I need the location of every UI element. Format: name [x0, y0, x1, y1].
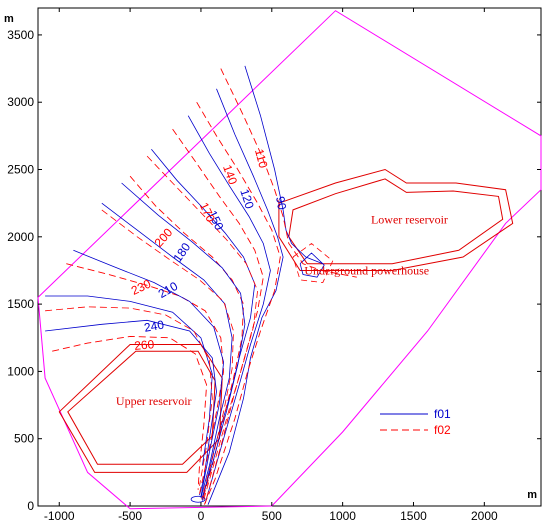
contour-f02-110: [220, 68, 357, 278]
x-tick-label: 2000: [471, 509, 498, 523]
contour-f02-140: [196, 101, 281, 507]
contour-label-110: 110: [252, 147, 271, 169]
contour-label-260: 260: [134, 337, 155, 353]
y-tick-label: 2500: [7, 163, 34, 177]
contour-f02-260: [52, 335, 208, 490]
legend-label-f01: f01: [434, 407, 451, 421]
boundary-line: [37, 10, 542, 510]
axis-ticks: -1000 -500 0 500 1000 1500 2000 0 500 1000 1500 200…: [4, 8, 541, 523]
contour-f02: [101, 209, 234, 500]
y-unit-label: m: [4, 13, 14, 25]
y-tick-label: 500: [14, 432, 34, 446]
y-tick-label: 1000: [7, 364, 34, 378]
contour-label-210: 210: [156, 279, 181, 301]
contour-label-90: 90: [273, 195, 289, 211]
contour-f02-170: [172, 128, 264, 504]
contour-label-120: 120: [237, 187, 257, 211]
powerhouse-contour: [292, 242, 334, 284]
plot-frame: [37, 7, 542, 507]
contour-f01: [121, 182, 246, 500]
axes-frame: [37, 7, 542, 507]
x-unit-label: m: [527, 489, 537, 501]
legend-label-f02: f02: [434, 423, 451, 437]
contour-label-140: 140: [220, 163, 240, 187]
area-outline-inner: [67, 350, 216, 465]
origin-loop: [190, 495, 206, 503]
contour-label-200: 200: [152, 225, 176, 249]
y-tick-label: 2000: [7, 230, 34, 244]
contour-f01-90: [244, 65, 323, 265]
x-tick-label: 1500: [400, 509, 427, 523]
contour-f01-150: [187, 115, 271, 504]
x-tick-label: 1000: [329, 509, 356, 523]
contour-f01: [45, 295, 213, 466]
contour-f02-230: [66, 263, 225, 494]
contour-f01-210: [101, 202, 233, 499]
x-tick-label: -500: [118, 509, 142, 523]
area-outline-inner: [288, 178, 504, 265]
area-label: Lower reservoir: [371, 212, 448, 226]
y-tick-label: 3500: [7, 28, 34, 42]
y-tick-label: 1500: [7, 297, 34, 311]
x-tick-label: 0: [198, 509, 205, 523]
model-boundary: [37, 10, 542, 510]
reservoir-outlines: [58, 168, 514, 503]
contour-f01-120: [207, 88, 284, 505]
contour-f02: [45, 306, 213, 486]
contour-label-240: 240: [143, 317, 165, 334]
contour-f02: [146, 155, 259, 503]
y-tick-label: 3000: [7, 95, 34, 109]
x-tick-label: 500: [262, 509, 282, 523]
area-outline-outer: [58, 344, 223, 473]
area-label: Upper reservoir: [116, 394, 192, 408]
contour-lines: [45, 65, 357, 507]
powerhouse-contour: [299, 252, 325, 278]
y-tick-label: 0: [27, 499, 34, 513]
x-tick-label: -1000: [44, 509, 75, 523]
contour-f01: [73, 249, 225, 497]
area-labels: Upper reservoir Lower reservoir Undergroun…: [116, 212, 448, 408]
area-label: Underground powerhouse: [304, 263, 429, 277]
contour-label-230: 230: [129, 276, 153, 297]
contour-label-180: 180: [170, 240, 193, 265]
area-outline-outer: [278, 168, 514, 271]
